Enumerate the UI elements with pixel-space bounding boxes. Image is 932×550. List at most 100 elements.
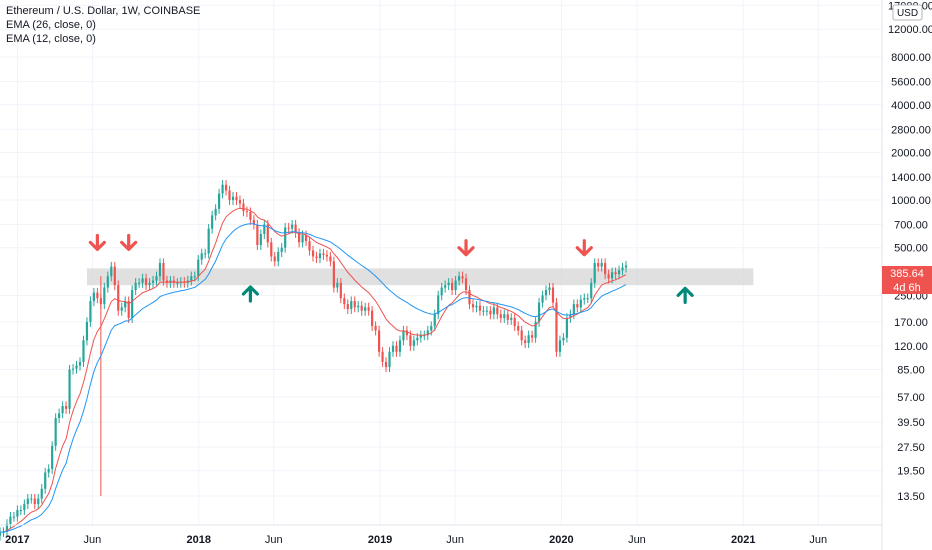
candle-body xyxy=(204,253,207,255)
price-tick-label: 57.00 xyxy=(897,392,925,404)
candle-body xyxy=(158,263,162,277)
candle-body xyxy=(214,208,217,216)
ema12-legend[interactable]: EMA (12, close, 0) xyxy=(6,33,96,45)
price-tick-label: 12000.00 xyxy=(888,24,932,36)
annotation-layer xyxy=(88,233,694,304)
price-tick-label: 5600.00 xyxy=(891,77,931,89)
arrow-up-icon xyxy=(241,285,260,303)
candle-body xyxy=(409,335,412,346)
candle-body xyxy=(336,282,339,288)
time-tick-label: 2021 xyxy=(731,534,755,546)
candle-body xyxy=(457,276,461,281)
candle-body xyxy=(597,263,600,267)
candle-body xyxy=(388,351,391,368)
time-axis[interactable]: 2017 Jun 2018 Jun 2019 Jun 2020 Jun 2021 Jun xyxy=(5,534,827,546)
candle-body xyxy=(141,278,144,283)
time-tick-label: Jun xyxy=(446,534,464,546)
time-tick-label: 2020 xyxy=(549,534,573,546)
candle-body xyxy=(604,263,607,275)
candle-body xyxy=(492,307,495,315)
candle-body xyxy=(440,287,443,296)
candle-body xyxy=(621,267,624,271)
candle-body xyxy=(5,523,9,532)
candle-body xyxy=(537,302,541,322)
candle-body xyxy=(405,330,409,336)
candle-body xyxy=(322,253,325,255)
candle-body xyxy=(280,247,283,252)
candle-body xyxy=(586,298,589,300)
candle-body xyxy=(75,365,78,369)
candle-body xyxy=(249,212,252,220)
ema26-line xyxy=(0,223,627,533)
candle-body xyxy=(242,203,245,212)
candle-body xyxy=(461,276,464,279)
countdown-label: 4d 6h xyxy=(893,282,921,294)
candle-body xyxy=(499,314,502,318)
candle-body xyxy=(562,337,565,341)
candle-body xyxy=(624,265,628,268)
candle-body xyxy=(155,276,158,281)
price-tick-label: 8000.00 xyxy=(891,52,931,64)
candle-body xyxy=(416,337,419,341)
candle-body xyxy=(58,413,61,418)
price-tick-label: 2800.00 xyxy=(891,124,931,136)
candle-body xyxy=(367,307,370,311)
resistance-zone-layer xyxy=(86,268,754,286)
candle-body xyxy=(193,276,196,278)
candle-body xyxy=(489,310,492,315)
candle-body xyxy=(266,224,269,243)
candle-body xyxy=(71,368,75,370)
candle-body xyxy=(510,317,513,320)
ema12-line xyxy=(0,207,627,533)
candle-body xyxy=(544,290,548,296)
candle-body xyxy=(16,510,19,517)
candle-body xyxy=(391,345,395,352)
candle-body xyxy=(377,330,381,352)
candle-body xyxy=(92,292,96,302)
candle-body xyxy=(329,256,332,262)
candle-body xyxy=(263,224,266,235)
candle-body xyxy=(614,272,617,275)
candle-body xyxy=(496,307,499,315)
price-tick-label: 500.00 xyxy=(894,243,928,255)
currency-box[interactable] xyxy=(892,4,923,21)
candle-body xyxy=(555,302,558,352)
candle-body xyxy=(423,335,426,337)
candle-body xyxy=(256,224,259,246)
candle-body xyxy=(207,228,210,254)
candle-body xyxy=(211,215,214,229)
candle-body xyxy=(343,298,346,305)
price-tick-label: 1000.00 xyxy=(891,195,931,207)
candle-body xyxy=(572,304,575,315)
candle-body xyxy=(593,263,596,283)
ema26-legend[interactable]: EMA (26, close, 0) xyxy=(6,19,96,31)
candle-body xyxy=(190,276,193,281)
arrow-down-icon xyxy=(120,233,138,252)
candle-body xyxy=(44,472,47,489)
candle-body xyxy=(134,282,137,291)
candle-body xyxy=(284,227,287,248)
symbol-title[interactable]: Ethereum / U.S. Dollar, 1W, COINBASE xyxy=(6,5,201,17)
arrow-down-icon xyxy=(88,233,106,252)
candle-body xyxy=(607,274,610,279)
candle-body xyxy=(117,285,120,311)
price-axis[interactable]: 17000.0012000.008000.005600.004000.00280… xyxy=(888,0,932,503)
candle-body xyxy=(471,304,475,308)
candle-body xyxy=(138,282,141,284)
candle-body xyxy=(113,266,116,286)
candle-body xyxy=(576,304,579,308)
candle-body xyxy=(96,292,99,299)
candle-body xyxy=(444,285,447,288)
candle-body xyxy=(569,314,572,318)
candle-body xyxy=(103,287,106,305)
candle-body xyxy=(548,287,551,291)
candle-body xyxy=(37,498,40,505)
candle-body xyxy=(551,287,555,303)
price-tick-label: 19.50 xyxy=(897,466,925,478)
resistance-zone xyxy=(86,268,754,286)
candle-body xyxy=(419,335,422,338)
candle-body xyxy=(384,361,388,368)
candle-body xyxy=(68,369,71,409)
candle-body xyxy=(106,276,109,288)
